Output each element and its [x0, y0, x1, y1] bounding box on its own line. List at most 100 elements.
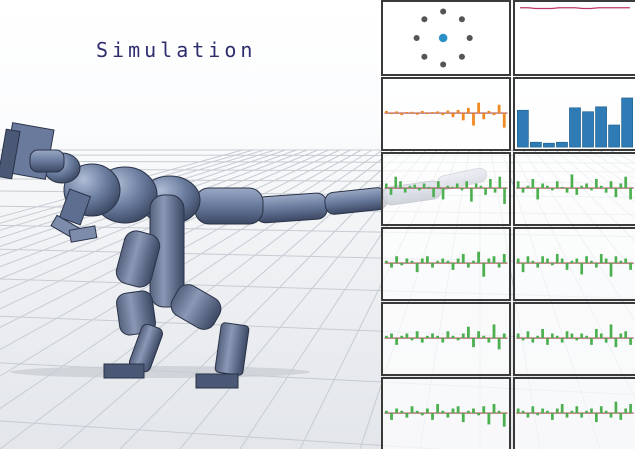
bar	[461, 333, 465, 339]
bar	[489, 178, 492, 189]
bar	[477, 102, 481, 114]
bar	[621, 97, 633, 148]
bar	[629, 263, 632, 270]
legs	[103, 194, 250, 389]
phase-clock-plot	[413, 8, 473, 68]
bar	[456, 338, 460, 341]
bar	[560, 186, 564, 189]
bar	[531, 406, 535, 414]
bar	[487, 338, 491, 343]
bar	[590, 188, 593, 191]
bar	[556, 141, 568, 148]
bar	[446, 185, 450, 189]
bar	[536, 335, 540, 339]
bar	[590, 338, 593, 345]
bar	[614, 256, 618, 264]
bar	[595, 413, 598, 423]
bar	[604, 338, 608, 343]
bar	[413, 184, 416, 189]
green-bar-plot	[384, 176, 508, 204]
bar	[400, 263, 404, 266]
phase-dot	[440, 8, 447, 15]
bar	[570, 333, 574, 339]
bar	[472, 260, 475, 264]
bar	[516, 333, 520, 339]
bar	[595, 328, 598, 339]
bar	[420, 110, 424, 114]
bar	[575, 406, 579, 414]
bar	[595, 106, 607, 148]
bar	[565, 263, 569, 270]
bar	[472, 338, 475, 348]
bar	[390, 413, 393, 420]
bar	[470, 188, 473, 202]
bar	[516, 258, 520, 264]
bar	[441, 338, 445, 343]
bar	[425, 408, 429, 414]
bar	[560, 403, 564, 414]
bar	[541, 183, 544, 189]
bar	[624, 258, 628, 264]
bar	[629, 338, 632, 345]
bar	[502, 253, 506, 264]
bar	[446, 110, 450, 114]
bar	[609, 324, 613, 339]
green-bars-panel	[381, 152, 511, 226]
bar	[405, 413, 409, 418]
bar	[503, 188, 506, 204]
bar	[451, 263, 455, 270]
bar	[582, 111, 594, 148]
bar	[425, 335, 429, 339]
bar	[487, 413, 491, 425]
bar	[609, 181, 613, 189]
green-bars-panel	[513, 302, 635, 376]
bar	[516, 181, 520, 189]
bar	[420, 258, 424, 264]
bar	[420, 413, 424, 416]
bar	[389, 188, 393, 195]
bar	[466, 410, 470, 414]
bar	[451, 408, 455, 414]
phase-dot	[458, 16, 465, 23]
bar	[484, 188, 487, 195]
bar	[608, 124, 620, 148]
floor-line	[0, 149, 243, 218]
bar	[482, 335, 486, 339]
bar	[614, 338, 618, 348]
bar	[530, 141, 542, 148]
bar	[482, 263, 486, 277]
bar	[492, 324, 496, 339]
bar	[585, 410, 588, 414]
bar	[472, 408, 475, 414]
orange-bars-panel	[381, 77, 511, 151]
bar	[555, 253, 559, 264]
blue-bars-panel	[513, 77, 635, 151]
bar	[422, 183, 426, 189]
bar	[425, 256, 429, 264]
bar	[609, 263, 613, 277]
bar	[437, 181, 440, 189]
phase-center-dot	[438, 33, 448, 43]
phase-dot	[413, 34, 420, 42]
bar	[526, 256, 530, 264]
bar	[461, 253, 465, 264]
bar	[555, 408, 559, 414]
bar	[415, 263, 419, 273]
blue-bar-plot	[517, 97, 633, 148]
bar	[590, 408, 593, 414]
bar	[384, 260, 388, 264]
bar	[461, 413, 465, 423]
bar	[497, 104, 501, 114]
bar	[569, 107, 581, 148]
bar	[585, 256, 588, 264]
bar	[575, 258, 579, 264]
bar	[415, 113, 419, 115]
bar	[395, 338, 399, 345]
green-bar-plot	[516, 324, 634, 348]
bar	[604, 188, 608, 193]
bar	[466, 107, 470, 114]
bar	[451, 186, 454, 189]
phase-dot	[466, 34, 473, 42]
green-bars-panel	[381, 377, 511, 449]
